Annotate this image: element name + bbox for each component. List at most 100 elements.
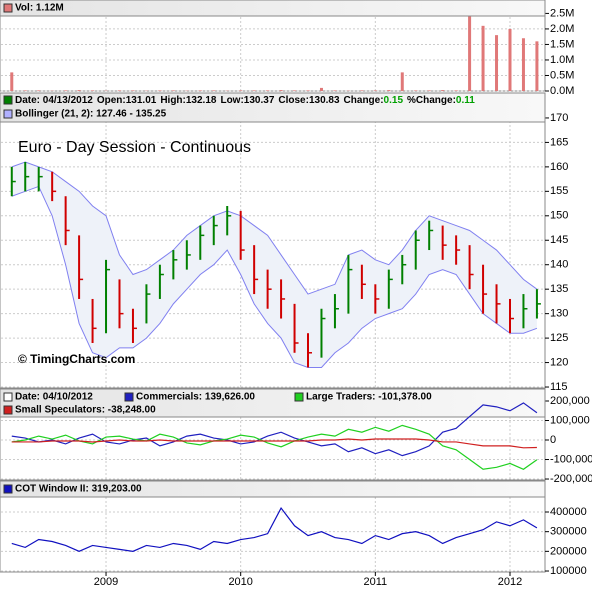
- series-line: [11, 424, 538, 470]
- y-tick-label: 165: [550, 136, 568, 148]
- header-item: 0.11: [456, 95, 475, 106]
- y-tick-label: 160: [550, 161, 568, 173]
- volume-bar: [319, 87, 323, 91]
- series-line: [11, 438, 537, 449]
- volume-bar: [198, 90, 202, 91]
- volume-bar: [441, 90, 445, 91]
- legend-label: Bollinger (21, 2): 127.46 - 135.25: [15, 109, 167, 120]
- header-band: [0, 480, 546, 498]
- volume-bar: [360, 90, 364, 91]
- header-item: 0.15: [384, 95, 404, 106]
- y-tick-label: 2.0M: [550, 23, 574, 35]
- header-swatch: [3, 392, 13, 402]
- legend-swatch: [294, 392, 304, 402]
- volume-bar: [427, 90, 431, 91]
- volume-bar: [10, 72, 14, 91]
- y-tick-label: 145: [550, 234, 568, 246]
- y-tick-label: -200,000: [550, 473, 592, 485]
- bollinger-upper: [11, 161, 538, 295]
- y-tick-label: 0.5M: [550, 69, 574, 81]
- x-tick-label: 2009: [94, 576, 118, 588]
- y-tick-label: 2.5M: [550, 7, 574, 19]
- volume-bar: [293, 90, 297, 91]
- volume-bar: [117, 90, 121, 91]
- volume-bar: [387, 90, 391, 91]
- y-tick-label: 1.0M: [550, 54, 574, 66]
- legend-swatch: [3, 405, 13, 415]
- header-item: Change:: [344, 95, 384, 106]
- volume-bar: [454, 90, 458, 91]
- header-item: Low:130.37: [220, 95, 274, 106]
- header-text: Date: 04/13/2012 Open:131.01 High:132.18 Lo…: [15, 95, 475, 106]
- volume-bar: [37, 90, 41, 91]
- y-tick-label: 155: [550, 185, 568, 197]
- y-tick-label: 115: [550, 381, 568, 393]
- y-tick-label: 100000: [550, 565, 587, 577]
- volume-bar: [481, 25, 485, 91]
- volume-bar: [333, 90, 337, 91]
- y-tick-label: 200,000: [550, 395, 590, 407]
- header-band: [0, 388, 546, 418]
- y-tick-label: 200000: [550, 545, 587, 557]
- header-item: Close:130.83: [278, 95, 340, 106]
- y-tick-label: 120: [550, 356, 568, 368]
- header-item: %Change:: [407, 95, 456, 106]
- legend-label: Vol: 1.12M: [15, 3, 64, 14]
- legend-swatch: [124, 392, 134, 402]
- y-tick-label: 130: [550, 308, 568, 320]
- legend-swatch: [3, 3, 13, 13]
- header-text: Date: 04/10/2012: [15, 392, 93, 403]
- legend-swatch: [3, 484, 13, 494]
- header-swatch: [3, 95, 13, 105]
- y-tick-label: 300000: [550, 526, 587, 538]
- volume-bar: [171, 90, 175, 91]
- volume-bar: [535, 41, 539, 91]
- header-band: [0, 0, 546, 17]
- volume-bar: [91, 90, 95, 91]
- volume-bar: [239, 90, 243, 91]
- volume-bar: [279, 90, 283, 91]
- y-tick-label: 100,000: [550, 414, 590, 426]
- legend-label: Small Speculators: -38,248.00: [15, 405, 156, 416]
- volume-bar: [131, 90, 135, 91]
- volume-bar: [468, 16, 472, 91]
- series-line: [11, 506, 538, 553]
- header-item: Open:131.01: [97, 95, 157, 106]
- volume-bar: [23, 90, 27, 91]
- bollinger-lower: [11, 185, 538, 368]
- header-band: [0, 92, 546, 123]
- volume-bar: [266, 90, 270, 91]
- y-tick-label: 135: [550, 283, 568, 295]
- volume-bar: [400, 72, 404, 91]
- y-tick-label: 0: [550, 434, 556, 446]
- volume-bar: [414, 90, 418, 91]
- header-item: High:132.18: [160, 95, 217, 106]
- volume-bar: [521, 38, 525, 91]
- volume-bar: [64, 90, 68, 91]
- bollinger-band-fill: [11, 161, 537, 368]
- y-tick-label: -100,000: [550, 453, 592, 465]
- x-tick-label: 2010: [228, 576, 252, 588]
- volume-bar: [508, 28, 512, 91]
- y-tick-label: 0.0M: [550, 85, 574, 97]
- series-line: [11, 402, 538, 457]
- chart-title: Euro - Day Session - Continuous: [18, 139, 251, 156]
- volume-bar: [212, 90, 216, 91]
- volume-bar: [77, 90, 81, 91]
- x-tick-label: 2011: [364, 576, 388, 588]
- y-tick-label: 170: [550, 112, 568, 124]
- volume-bar: [252, 90, 256, 91]
- header-item: Date: 04/13/2012: [15, 95, 93, 106]
- volume-bar: [306, 90, 310, 91]
- copyright: © TimingCharts.com: [18, 352, 135, 366]
- y-tick-label: 400000: [550, 506, 587, 518]
- legend-label: COT Window II: 319,203.00: [15, 484, 142, 495]
- legend-swatch: [3, 109, 13, 119]
- legend-label: Large Traders: -101,378.00: [306, 392, 432, 403]
- y-tick-label: 125: [550, 332, 568, 344]
- y-tick-label: 1.5M: [550, 38, 574, 50]
- volume-bar: [158, 90, 162, 91]
- y-tick-label: 140: [550, 259, 568, 271]
- volume-bar: [373, 90, 377, 91]
